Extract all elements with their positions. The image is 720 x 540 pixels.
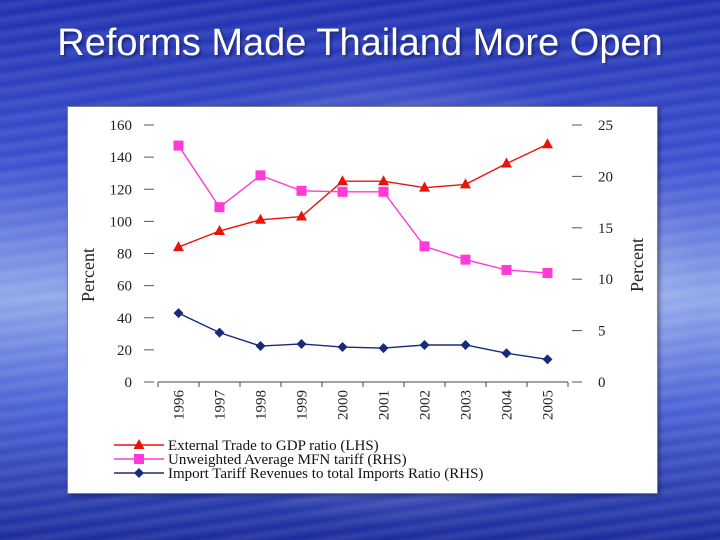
data-point-series-2: [173, 140, 184, 151]
data-point-series-3: [378, 343, 389, 354]
data-point-series-3: [255, 341, 266, 352]
data-point-series-1: [296, 210, 307, 221]
x-tick-label: 1997: [213, 390, 229, 421]
data-point-series-2: [501, 264, 512, 275]
x-tick-label: 2003: [459, 390, 475, 420]
x-tick-label: 1999: [295, 390, 311, 420]
legend-label-1: External Trade to GDP ratio (LHS): [168, 438, 379, 454]
y-left-tick-label: 160: [110, 118, 133, 134]
y-right-tick-label: 25: [598, 118, 613, 134]
data-point-series-3: [501, 348, 512, 359]
data-point-series-3: [173, 308, 184, 319]
y-left-tick-label: 100: [110, 214, 133, 230]
y-left-tick-label: 80: [117, 247, 132, 263]
data-point-series-1: [214, 225, 225, 236]
data-point-series-1: [460, 178, 471, 189]
data-point-series-1: [337, 175, 348, 186]
data-point-series-1: [542, 138, 553, 149]
data-point-series-3: [460, 339, 471, 350]
legend-marker-3: [134, 468, 144, 478]
legend-label-2: Unweighted Average MFN tariff (RHS): [168, 452, 407, 468]
data-point-series-2: [419, 241, 430, 252]
series-line-1: [178, 143, 548, 248]
data-point-series-1: [255, 213, 266, 224]
data-point-series-2: [460, 254, 471, 265]
data-point-series-2: [542, 268, 553, 279]
data-point-series-2: [214, 202, 225, 213]
y-right-tick-label: 20: [598, 169, 613, 185]
y-right-tick-label: 0: [598, 375, 606, 391]
y-left-tick-label: 60: [117, 279, 132, 295]
slide-title: Reforms Made Thailand More Open: [57, 22, 663, 64]
x-tick-label: 2005: [541, 390, 557, 420]
y-right-tick-label: 15: [598, 221, 613, 237]
series-line-2: [177, 145, 548, 274]
legend-label-3: Import Tariff Revenues to total Imports …: [168, 466, 483, 482]
y-left-tick-label: 0: [125, 375, 133, 391]
y-left-axis-title: Percent: [78, 248, 98, 302]
data-point-series-3: [542, 354, 553, 365]
data-point-series-2: [378, 186, 389, 197]
chart-panel: 0 20 40 60 80 100 120 140 160 0 5 10 15 20 25 Percent Pe…: [67, 106, 658, 494]
x-tick-label: 1998: [254, 390, 270, 420]
data-point-series-3: [214, 327, 225, 338]
line-chart: 0 20 40 60 80 100 120 140 160 0 5 10 15 20 25 Percent Pe…: [78, 118, 647, 482]
legend-marker-1: [133, 439, 145, 449]
x-tick-label: 2001: [377, 390, 393, 420]
data-point-series-3: [337, 342, 348, 353]
y-right-tick-label: 10: [598, 272, 613, 288]
y-left-tick-label: 120: [110, 182, 133, 198]
data-point-series-2: [337, 186, 348, 197]
y-left-tick-label: 40: [117, 311, 132, 327]
y-right-tick-label: 5: [598, 324, 606, 340]
x-tick-label: 2004: [500, 390, 516, 421]
data-point-series-1: [173, 241, 184, 252]
series-line-3: [178, 312, 548, 361]
x-tick-label: 2002: [418, 390, 434, 420]
data-point-series-1: [378, 175, 389, 186]
y-left-tick-label: 20: [117, 343, 132, 359]
data-point-series-3: [419, 339, 430, 350]
data-point-series-2: [255, 170, 266, 181]
y-right-axis-title: Percent: [627, 238, 647, 292]
data-point-series-1: [501, 157, 512, 168]
legend-marker-2: [134, 454, 144, 464]
data-point-series-2: [296, 185, 307, 196]
data-point-series-1: [419, 181, 430, 192]
data-point-series-3: [296, 338, 307, 349]
x-tick-label: 2000: [336, 390, 352, 420]
y-left-tick-label: 140: [110, 150, 133, 166]
x-tick-label: 1996: [172, 390, 188, 421]
